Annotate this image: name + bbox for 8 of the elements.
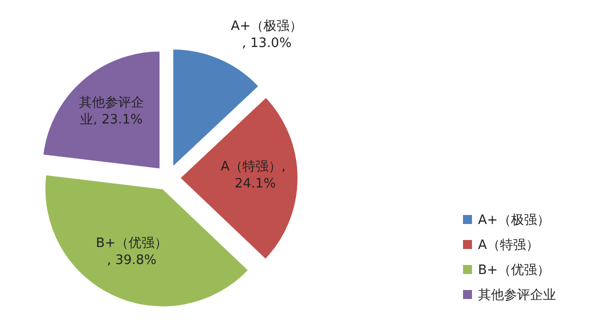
data-label: A（特强）, 24.1% <box>220 159 286 192</box>
legend-label: A（特强） <box>478 238 539 253</box>
legend-label: 其他参评企业 <box>478 288 556 303</box>
data-label: B+（优强）, 39.8% <box>96 236 168 268</box>
legend-label: B+（优强） <box>478 263 550 278</box>
legend-label: A+（极强） <box>478 213 550 228</box>
data-label: 其他参评企业, 23.1% <box>78 95 144 128</box>
data-label: A+（极强）, 13.0% <box>230 19 303 51</box>
